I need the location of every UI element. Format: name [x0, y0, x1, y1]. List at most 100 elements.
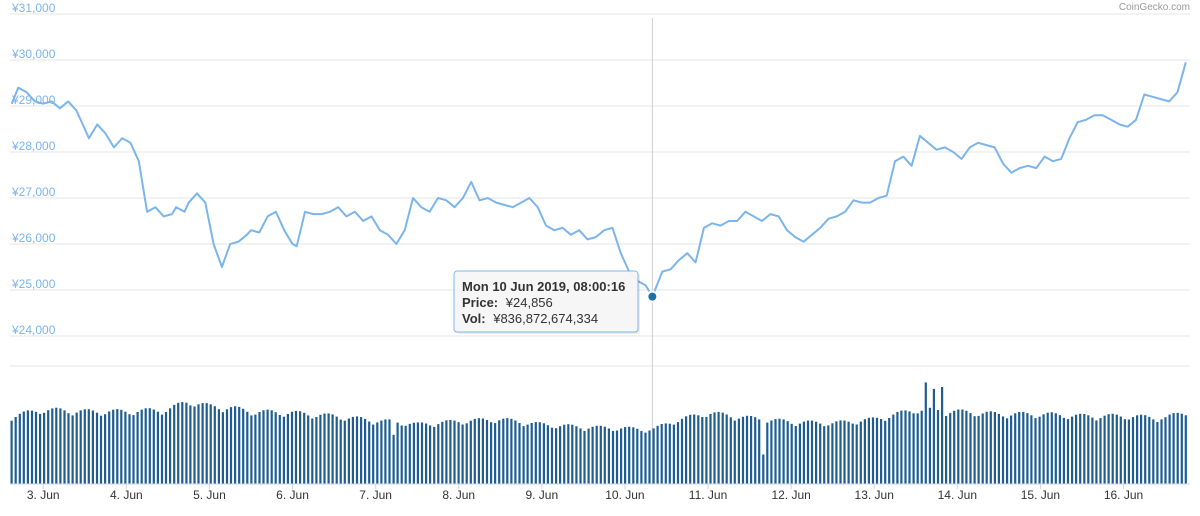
volume-bar [908, 411, 911, 484]
volume-bar [457, 422, 460, 484]
credit-text[interactable]: CoinGecko.com [1119, 2, 1190, 13]
x-axis: 3. Jun 4. Jun 5. Jun 6. Jun 7. Jun 8. Jun 9. J… [27, 484, 1143, 502]
volume-bar [347, 418, 350, 484]
volume-bar [128, 414, 131, 484]
volume-bar [762, 454, 765, 484]
volume-bar [201, 403, 204, 484]
volume-bar [1010, 415, 1013, 484]
volume-bar [644, 432, 647, 484]
price-line [10, 62, 1187, 298]
volume-bar [1111, 413, 1114, 484]
volume-bar [494, 423, 497, 484]
volume-bar [294, 410, 298, 484]
volume-bar [555, 428, 558, 484]
volume-bar [416, 422, 419, 484]
volume-bar [595, 425, 598, 484]
volume-bar [225, 409, 229, 484]
volume-bar [67, 413, 70, 484]
volume-bar [376, 422, 379, 484]
volume-bar [591, 426, 594, 484]
volume-bar [274, 412, 277, 484]
volume-bar [1018, 412, 1021, 484]
volume-bar [851, 423, 854, 484]
volume-bar [880, 419, 883, 484]
volume-bar [985, 411, 988, 484]
volume-bar [299, 411, 302, 484]
volume-bar [461, 424, 464, 484]
y-tick-label: ¥27,000 [11, 185, 56, 199]
volume-bar [234, 406, 237, 484]
volume-bar [303, 412, 306, 484]
volume-bar [526, 424, 529, 484]
volume-bar [888, 418, 891, 484]
volume-bar [388, 419, 391, 484]
volume-bar [408, 423, 411, 484]
volume-bar [542, 423, 545, 484]
volume-bar [1107, 414, 1110, 484]
volume-bar [193, 406, 196, 484]
volume-bar [319, 414, 322, 484]
volume-bar [652, 428, 655, 484]
volume-bar [425, 423, 428, 484]
volume-bar [900, 410, 903, 484]
volume-bar [571, 424, 574, 484]
tooltip-vol-row: Vol: ¥836,872,674,334 [462, 311, 598, 326]
volume-bar [185, 402, 188, 484]
volume-bar [941, 387, 944, 484]
volume-bar [892, 414, 895, 484]
volume-bar [1026, 413, 1029, 484]
volume-bar [1164, 417, 1167, 484]
volume-bar [819, 423, 822, 484]
volume-bar [737, 418, 740, 484]
volume-bar [327, 413, 330, 484]
volume-bar [977, 415, 980, 484]
volume-bar [441, 421, 444, 484]
volume-bar [843, 420, 846, 484]
volume-bar [355, 416, 359, 484]
volume-bar [656, 425, 659, 484]
volume-bar [583, 430, 586, 484]
volume-bar [896, 412, 899, 484]
volume-bar [453, 420, 456, 484]
volume-bar [981, 413, 984, 484]
volume-bar [725, 414, 728, 484]
y-tick-label: ¥28,000 [11, 139, 56, 153]
volume-bar [587, 428, 590, 484]
volume-bar [1099, 418, 1102, 484]
x-tick-label: 10. Jun [605, 488, 644, 502]
volume-bar [221, 412, 224, 484]
volume-bar [530, 423, 533, 484]
volume-bar [741, 416, 745, 484]
volume-bar [217, 409, 220, 484]
tooltip-price-label: Price: [462, 295, 498, 310]
volume-bar [156, 411, 159, 484]
volume-bar [1160, 419, 1163, 484]
volume-bar [18, 413, 21, 484]
volume-bar [392, 434, 395, 484]
volume-bar [823, 426, 826, 484]
grid-lines [10, 13, 1190, 367]
volume-bar [1050, 412, 1053, 484]
volume-bar [1103, 415, 1106, 484]
volume-bar [380, 420, 383, 484]
volume-bar [477, 418, 480, 484]
volume-bar [689, 414, 692, 484]
volume-bar [152, 409, 155, 484]
volume-bar [429, 425, 432, 484]
volume-bar [47, 410, 50, 484]
volume-bar [611, 430, 615, 484]
volume-bar [1038, 416, 1041, 484]
volume-bar [1144, 415, 1147, 484]
volume-bar [701, 417, 704, 484]
volume-bar [189, 405, 192, 484]
y-tick-label: ¥30,000 [11, 47, 56, 61]
volume-bar [91, 410, 94, 484]
volume-bar [335, 416, 338, 484]
volume-bar [965, 410, 968, 484]
volume-bar [1042, 414, 1045, 484]
volume-bar [481, 418, 484, 484]
volume-bar [242, 408, 245, 484]
volume-bar [685, 416, 688, 484]
volume-bar [717, 411, 720, 484]
volume-bar [839, 420, 842, 484]
